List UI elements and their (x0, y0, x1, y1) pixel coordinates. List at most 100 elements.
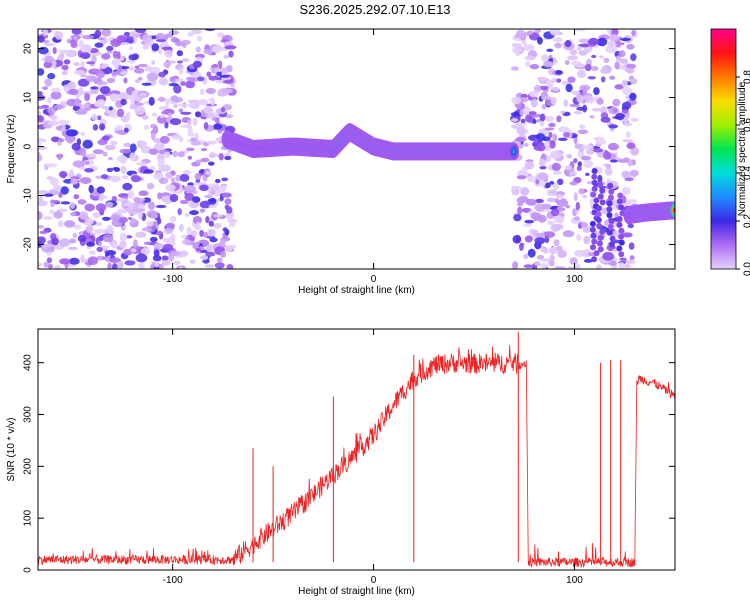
noise-cell (580, 222, 588, 228)
noise-cell (87, 256, 99, 265)
noise-cell (204, 194, 213, 199)
noise-cell (175, 174, 182, 182)
noise-cell (221, 88, 234, 94)
noise-cell (108, 106, 113, 111)
noise-cell (84, 161, 90, 165)
noise-cell (94, 42, 104, 48)
colorbar-tick-label: 0.2 (743, 214, 750, 228)
noise-cell (43, 216, 53, 220)
noise-cell (597, 37, 608, 47)
noise-cell (54, 31, 64, 40)
noise-cell (74, 109, 87, 115)
noise-cell (213, 222, 222, 229)
noise-cell (129, 143, 137, 153)
noise-cell (80, 60, 85, 69)
noise-cell (548, 122, 556, 128)
y-tick-label: 0 (23, 567, 34, 573)
noise-cell (119, 232, 128, 242)
noise-cell (142, 34, 152, 44)
noise-cell (187, 132, 195, 137)
noise-cell (67, 246, 78, 251)
noise-cell (73, 69, 86, 75)
noise-cell (120, 165, 127, 175)
noise-cell (187, 99, 200, 104)
y-tick-label: 200 (23, 458, 34, 475)
noise-cell (189, 210, 199, 216)
noise-cell (124, 260, 136, 266)
noise-cell (163, 227, 174, 235)
noise-cell (111, 71, 118, 76)
plot-frame (37, 328, 676, 571)
noise-cell (206, 244, 212, 253)
noise-cell (627, 223, 634, 229)
noise-cell (96, 186, 106, 194)
noise-cell (616, 198, 623, 205)
noise-cell (544, 127, 555, 131)
noise-cell (597, 234, 604, 241)
noise-cell (608, 218, 615, 224)
noise-cell (212, 214, 223, 218)
noise-cell (523, 107, 531, 116)
noise-cell (106, 45, 114, 52)
noise-cell (50, 91, 62, 100)
noise-cell (609, 235, 616, 242)
colorbar-label: Normalized spectral amplitude (737, 81, 748, 216)
noise-cell (43, 193, 54, 197)
noise-cell (525, 198, 537, 206)
noise-cell (221, 177, 228, 182)
noise-cell (84, 217, 94, 226)
noise-cell (573, 136, 578, 145)
noise-cell (549, 140, 556, 149)
noise-cell (226, 264, 234, 269)
noise-cell (588, 37, 599, 46)
noise-cell (597, 193, 604, 200)
noise-cell (520, 187, 530, 196)
noise-cell (109, 93, 119, 102)
noise-cell (538, 77, 548, 82)
noise-cell (213, 123, 223, 130)
x-tick-label: 100 (566, 575, 583, 586)
noise-cell (622, 264, 632, 268)
noise-cell (524, 235, 533, 243)
x-tick-label: 0 (371, 274, 377, 285)
noise-cell (219, 239, 226, 248)
noise-cell (195, 159, 202, 165)
noise-cell (621, 101, 632, 110)
y-tick-label: 100 (23, 509, 34, 526)
noise-cell (581, 194, 588, 199)
noise-cell (221, 192, 232, 198)
noise-cell (179, 173, 190, 182)
noise-cell (591, 185, 598, 192)
y-tick-label: 10 (23, 92, 34, 104)
noise-cell (578, 38, 590, 43)
noise-cell (180, 81, 186, 86)
noise-cell (550, 86, 561, 92)
noise-cell (164, 200, 171, 205)
noise-cell (139, 140, 148, 147)
noise-cell (67, 82, 75, 89)
noise-cell (130, 97, 135, 105)
noise-cell (151, 112, 158, 117)
noise-cell (135, 231, 147, 238)
noise-cell (57, 220, 64, 228)
noise-cell (199, 229, 205, 237)
noise-cell (135, 253, 148, 263)
noise-cell (173, 97, 184, 103)
noise-cell (205, 216, 210, 224)
noise-cell (574, 249, 586, 257)
noise-cell (97, 139, 108, 146)
noise-cell (576, 106, 586, 111)
noise-cell (224, 155, 232, 161)
noise-cell (538, 85, 549, 91)
noise-cell (516, 29, 526, 39)
noise-cell (208, 204, 217, 209)
noise-cell (179, 223, 184, 232)
noise-cell (164, 49, 173, 58)
noise-cell (550, 208, 560, 217)
noise-cell (204, 264, 215, 268)
noise-cell (178, 266, 184, 269)
noise-cell (618, 227, 625, 234)
noise-cell (53, 211, 63, 219)
noise-cell (609, 159, 618, 163)
